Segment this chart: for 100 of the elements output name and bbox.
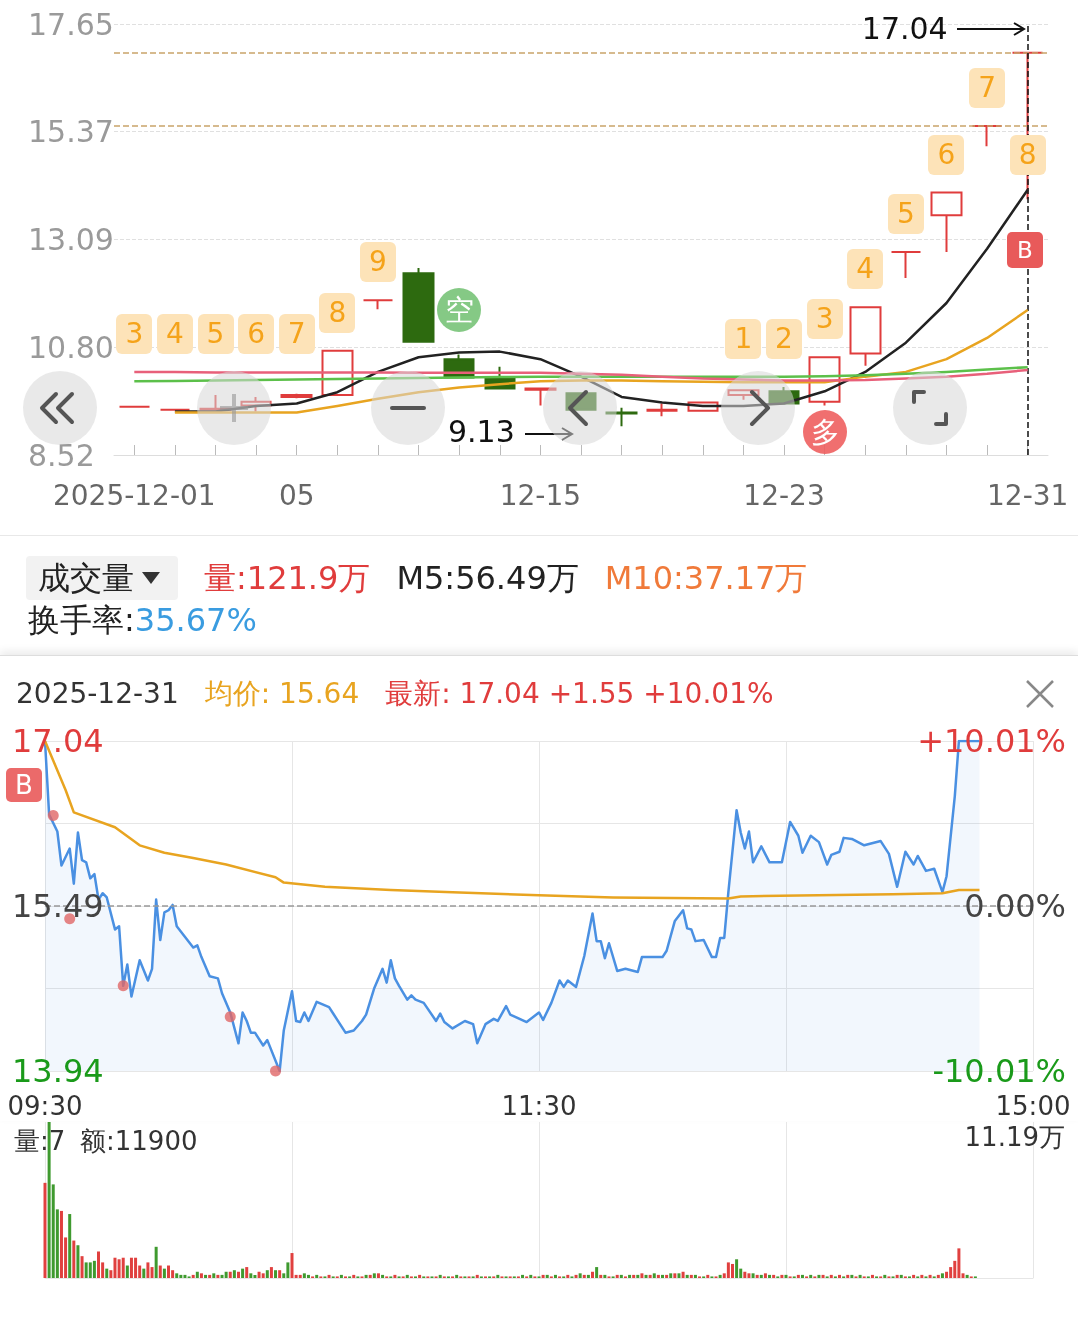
annotation: 17.04 xyxy=(861,10,948,47)
bar xyxy=(167,1265,170,1278)
bar xyxy=(43,1182,47,1278)
bar xyxy=(632,1274,636,1278)
bar xyxy=(706,1274,710,1278)
bar xyxy=(80,1256,84,1278)
bar xyxy=(582,1274,586,1278)
text: 9 xyxy=(369,245,387,279)
bar xyxy=(730,1263,734,1278)
bar xyxy=(780,1274,784,1278)
bar xyxy=(846,1274,850,1278)
candlestick xyxy=(646,402,678,418)
chart-title: 2025-12-31 xyxy=(16,676,179,712)
bar xyxy=(208,1274,212,1278)
bar xyxy=(278,1270,282,1278)
point xyxy=(270,1065,282,1077)
text: 6 xyxy=(937,137,956,171)
bar xyxy=(895,1274,899,1278)
bar xyxy=(768,1274,772,1278)
bar xyxy=(306,1274,310,1278)
annotation: 11.19万 xyxy=(964,1121,1065,1154)
candlestick xyxy=(159,407,191,412)
bar xyxy=(961,1273,965,1278)
annotation: 9.13 xyxy=(448,414,515,450)
y2-tick-label: +10.01% xyxy=(917,722,1066,760)
bar xyxy=(661,1274,664,1278)
bar xyxy=(693,1274,697,1278)
bar xyxy=(574,1274,578,1278)
candlestick xyxy=(402,267,435,344)
bar xyxy=(216,1274,220,1278)
bar xyxy=(595,1267,599,1278)
bar xyxy=(817,1274,821,1278)
bar xyxy=(644,1274,648,1278)
bar xyxy=(640,1273,644,1278)
text: 5 xyxy=(896,197,915,230)
bar xyxy=(72,1240,76,1278)
bar xyxy=(521,1274,525,1278)
bar xyxy=(763,1273,767,1278)
bar xyxy=(455,1274,459,1278)
bar xyxy=(232,1270,236,1278)
bar xyxy=(599,1274,603,1278)
bar xyxy=(129,1257,133,1278)
bar xyxy=(578,1273,582,1278)
bar xyxy=(236,1271,240,1278)
bar xyxy=(381,1274,385,1278)
bar xyxy=(212,1273,216,1278)
bar xyxy=(191,1274,195,1278)
bar xyxy=(253,1274,257,1278)
annotation: B xyxy=(1007,232,1043,268)
candlestick xyxy=(280,392,313,400)
bar xyxy=(150,1267,154,1278)
candlestick xyxy=(890,251,922,279)
bar xyxy=(438,1274,442,1278)
bar xyxy=(619,1274,623,1278)
bar xyxy=(545,1274,549,1278)
bar xyxy=(685,1274,689,1278)
x-tick-label: 12-23 xyxy=(743,478,825,512)
annotation: 空 xyxy=(437,288,481,332)
bar xyxy=(965,1274,969,1278)
x-tick-label: 2025-12-01 xyxy=(52,478,216,512)
annotation: 多 xyxy=(803,410,847,454)
bar xyxy=(405,1274,409,1278)
y-tick-label: 8.52 xyxy=(28,437,95,473)
bar xyxy=(677,1273,681,1278)
bar xyxy=(945,1271,949,1278)
bar xyxy=(84,1262,88,1278)
bar xyxy=(265,1270,269,1278)
bar xyxy=(175,1273,179,1278)
text: 4 xyxy=(856,252,875,286)
bar xyxy=(249,1273,253,1278)
bar xyxy=(541,1274,545,1278)
y-tick-label: 15.49 xyxy=(12,887,104,925)
text: 量:121.9万 xyxy=(204,558,371,599)
bar xyxy=(376,1273,380,1278)
bar xyxy=(352,1274,356,1278)
text: 1 xyxy=(734,321,753,355)
candlestick xyxy=(524,386,557,407)
bar xyxy=(117,1259,121,1278)
candlestick xyxy=(930,191,963,254)
bar xyxy=(628,1274,632,1278)
bar xyxy=(957,1248,961,1278)
bar xyxy=(800,1274,804,1278)
text: M10:37.17万 xyxy=(604,558,808,599)
bar xyxy=(689,1274,693,1278)
bar xyxy=(158,1265,162,1278)
y2-tick-label: 0.00% xyxy=(964,887,1066,925)
bar xyxy=(68,1214,72,1278)
bar xyxy=(566,1274,570,1278)
bar xyxy=(183,1274,187,1278)
bar xyxy=(883,1274,887,1278)
bar xyxy=(302,1273,306,1278)
bar xyxy=(648,1274,652,1278)
candlestick xyxy=(118,404,151,409)
bar xyxy=(372,1273,376,1278)
text: 4 xyxy=(165,316,184,350)
bar xyxy=(204,1274,208,1278)
bar xyxy=(92,1260,96,1278)
bar xyxy=(858,1274,862,1278)
bar xyxy=(220,1274,224,1278)
bar xyxy=(809,1274,813,1278)
